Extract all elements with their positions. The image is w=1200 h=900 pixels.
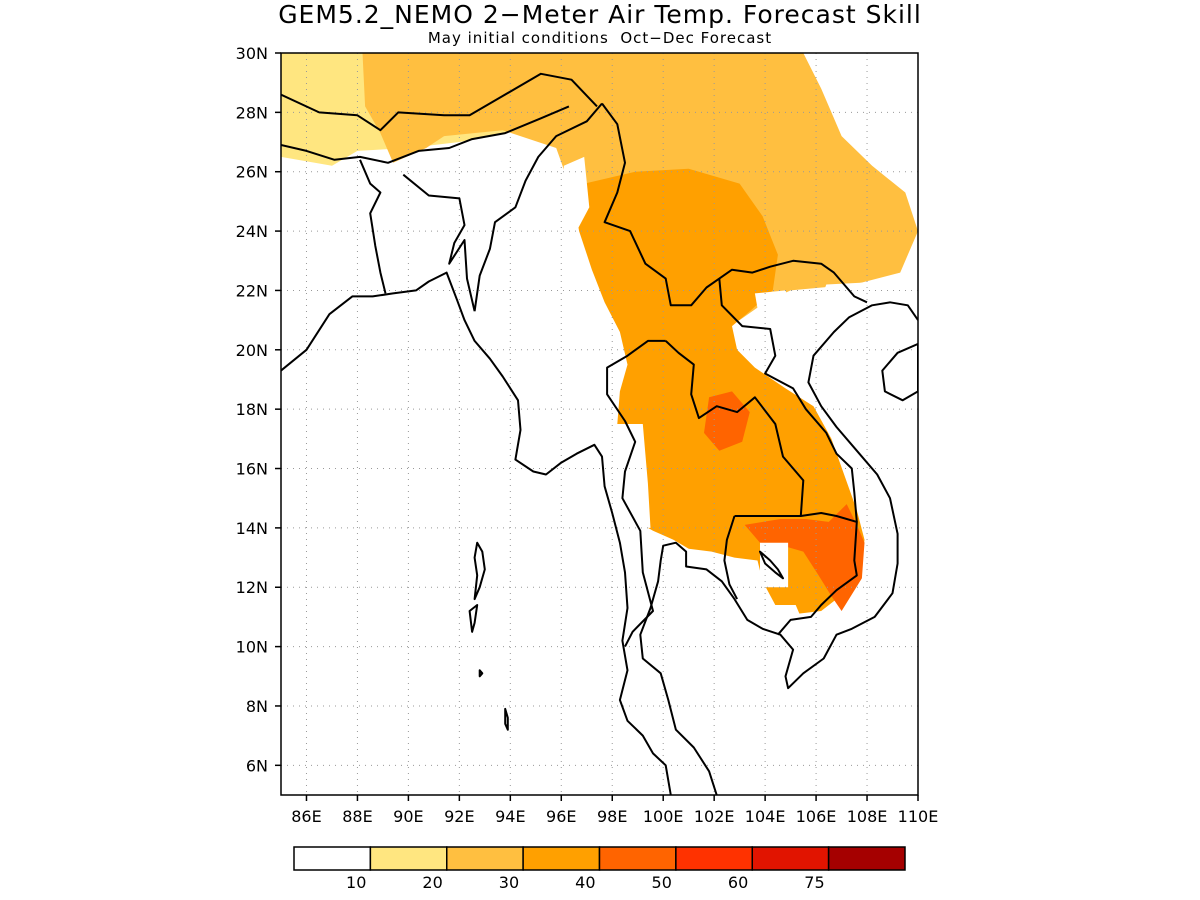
coastline-india-bangladesh-myanmar-coast (281, 271, 672, 795)
lon-tick-label: 110E (898, 807, 939, 826)
colorbar-swatch (522, 846, 601, 871)
border-bangladesh-border (359, 159, 387, 294)
colorbar-label: 75 (804, 873, 824, 892)
island-hainan-edge (881, 342, 918, 402)
border-thailand-laos-border (665, 340, 805, 517)
border-thailand-cambodia-west-border (723, 515, 738, 600)
lat-tick-label: 20N (236, 341, 268, 360)
island-tonle-sap-lake (759, 550, 784, 580)
lon-tick-label: 90E (393, 807, 423, 826)
colorbar-swatch (675, 846, 753, 871)
lat-tick-label: 12N (236, 578, 268, 597)
mask-myanmar-north-gap (563, 156, 590, 232)
border-india-nepal-south-border (281, 105, 570, 164)
colorbar-swatch (293, 846, 372, 871)
lat-tick-label: 22N (236, 281, 268, 300)
island-nicobar-car (478, 669, 484, 678)
lat-tick-label: 10N (236, 638, 268, 657)
border-laos-vietnam-border (718, 278, 858, 522)
lon-tick-label: 102E (694, 807, 735, 826)
colorbar-swatch (446, 846, 524, 871)
colorbar-label: 60 (728, 873, 748, 892)
lon-tick-label: 98E (597, 807, 627, 826)
colorbar-swatch (598, 846, 677, 871)
lon-tick-label: 86E (291, 807, 321, 826)
lat-tick-label: 16N (236, 460, 268, 479)
lat-tick-label: 8N (246, 697, 268, 716)
coastlines (281, 72, 918, 795)
grid (281, 53, 918, 795)
plot-frame (280, 52, 919, 796)
colorbar-label: 10 (346, 873, 366, 892)
border-myanmar-china-border (601, 102, 868, 307)
border-cambodia-border (734, 512, 858, 636)
colorbar-label: 30 (499, 873, 519, 892)
lon-tick-label: 94E (495, 807, 525, 826)
skill-region-hotspot-cambodia-vietnam (744, 504, 865, 611)
island-nicobar-south (504, 707, 509, 731)
chart-subtitle: May initial conditions Oct−Dec Forecast (427, 29, 773, 47)
mask-laos-north-mask (754, 290, 791, 315)
lon-tick-label: 108E (847, 807, 888, 826)
lat-tick-label: 14N (236, 519, 268, 538)
lon-tick-label: 106E (796, 807, 837, 826)
lon-tick-label: 88E (342, 807, 372, 826)
chart-title: GEM5.2_NEMO 2−Meter Air Temp. Forecast S… (278, 0, 922, 29)
colorbar-swatch (369, 846, 448, 871)
colorbar-swatch (827, 846, 906, 871)
island-andaman-north (473, 541, 486, 601)
coastline-gulf-of-thailand-coast (639, 301, 918, 795)
colorbar-label: 50 (652, 873, 672, 892)
axis-ticks: 86E 88E 90E 92E 94E 96E 98E 100E 102E 104E 106E 108… (236, 44, 939, 826)
colorbar-label: 20 (422, 873, 442, 892)
border-myanmar-thailand-border (606, 339, 666, 648)
border-bangladesh-meghalaya-border (402, 173, 476, 312)
mask-bhutan-assam-mask (418, 150, 516, 184)
lon-tick-label: 92E (444, 807, 474, 826)
border-myanmar-west-border (473, 102, 603, 312)
mask-bay-of-bengal-mask (281, 251, 628, 795)
island-andaman-south (468, 604, 479, 633)
lat-tick-label: 24N (236, 222, 268, 241)
lon-tick-label: 100E (643, 807, 684, 826)
colorbar-label: 40 (575, 873, 595, 892)
lat-tick-label: 18N (236, 400, 268, 419)
mask-bengal-delta-mask (321, 162, 473, 291)
lat-tick-label: 26N (236, 163, 268, 182)
lon-tick-label: 104E (745, 807, 786, 826)
no-skill-masks (281, 150, 918, 795)
lat-tick-label: 28N (236, 103, 268, 122)
lat-tick-label: 6N (246, 756, 268, 775)
border-himalaya-border (281, 72, 598, 132)
lat-tick-label: 30N (236, 44, 268, 63)
colorbar-swatch (751, 846, 830, 871)
mask-vietnam-east-mask (813, 281, 918, 558)
lon-tick-label: 96E (546, 807, 576, 826)
colorbar: 10 20 30 40 50 60 75 (293, 846, 906, 892)
